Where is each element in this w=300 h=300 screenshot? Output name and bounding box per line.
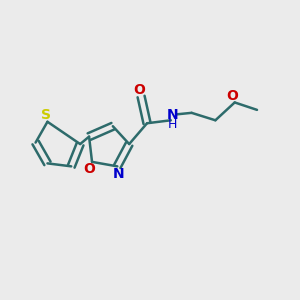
Text: O: O [226,89,238,103]
Text: N: N [167,108,178,122]
Text: O: O [83,162,95,176]
Text: N: N [113,167,124,181]
Text: H: H [168,118,177,131]
Text: O: O [133,83,145,97]
Text: S: S [41,108,51,122]
